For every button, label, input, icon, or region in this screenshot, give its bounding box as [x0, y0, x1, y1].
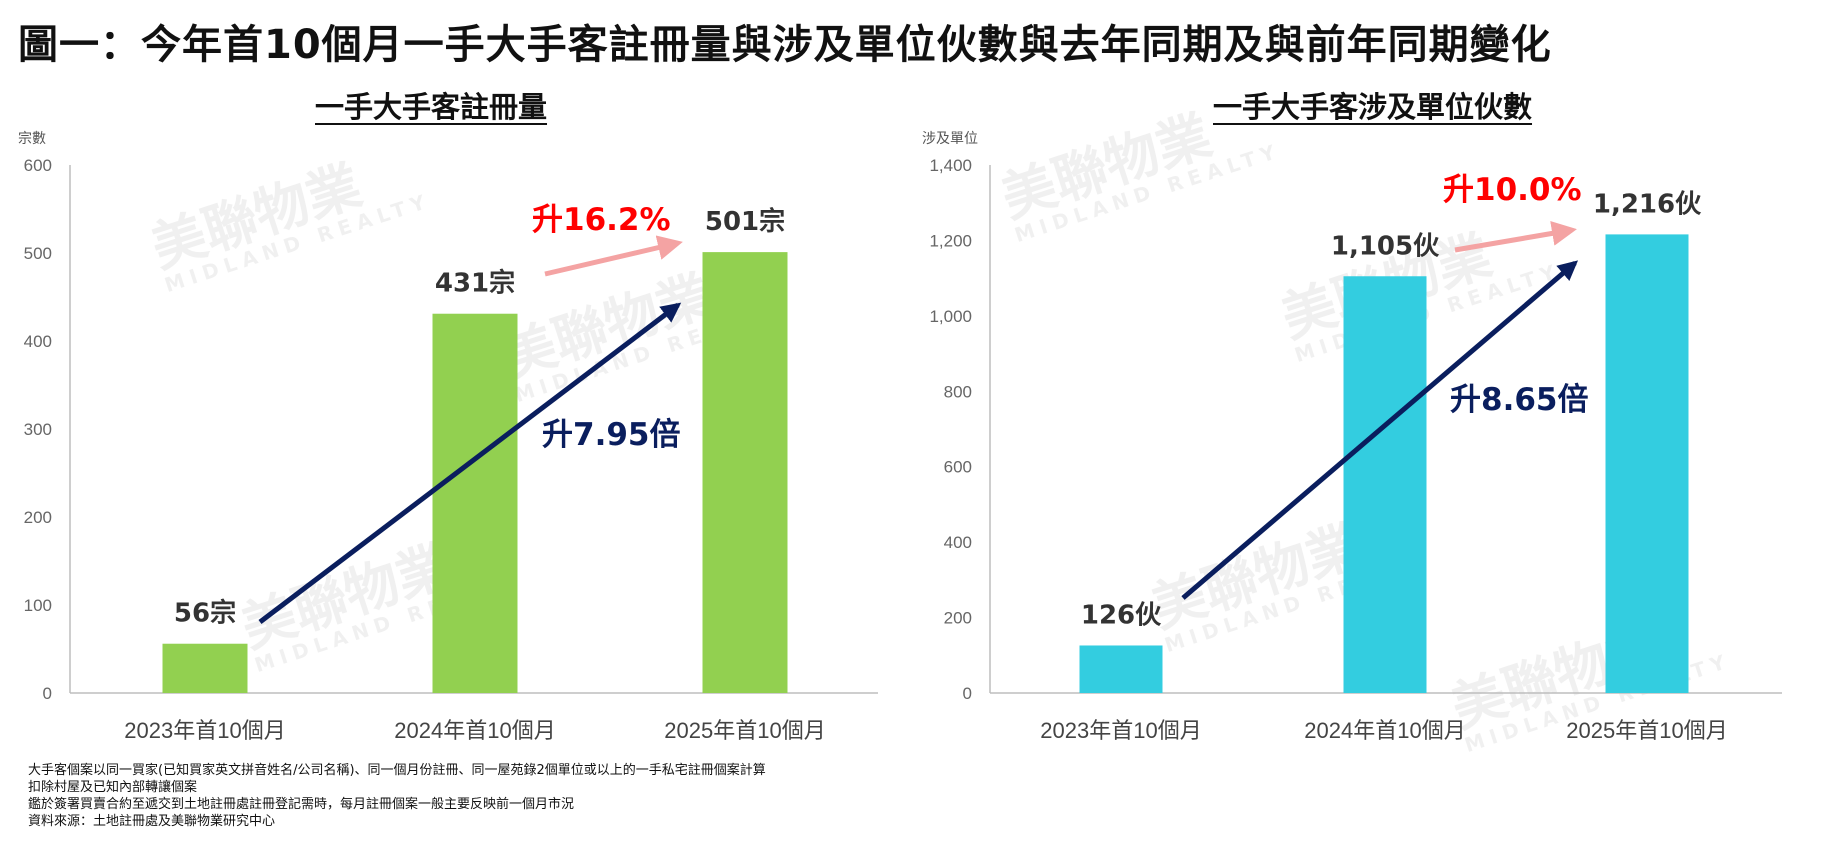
- y-tick-label: 400: [24, 332, 52, 351]
- y-tick-label: 1,000: [929, 307, 972, 326]
- data-label: 56宗: [174, 598, 236, 629]
- footnote-1: 大手客個案以同一買家(已知買家英文拼音姓名/公司名稱)、同一個月份註冊、同一屋苑…: [28, 763, 766, 778]
- data-label: 431宗: [435, 268, 515, 299]
- y-tick-label: 800: [944, 382, 972, 401]
- bar: [432, 313, 518, 693]
- x-tick-label: 2025年首10個月: [1566, 718, 1727, 743]
- data-label: 1,105伙: [1331, 231, 1440, 261]
- x-tick-label: 2023年首10個月: [1040, 718, 1201, 743]
- bar: [702, 252, 788, 693]
- yoy-arrow: [1454, 221, 1577, 253]
- data-label: 1,216伙: [1593, 189, 1702, 219]
- y-tick-label: 500: [24, 244, 52, 263]
- footnote-4: 資料來源：土地註冊處及美聯物業研究中心: [28, 814, 276, 829]
- y-tick-label: 1,400: [929, 156, 972, 175]
- yoy-arrow: [544, 235, 683, 277]
- page-title: 圖一：今年首10個月一手大手客註冊量與涉及單位伙數與去年同期及與前年同期變化: [18, 22, 1552, 68]
- y-tick-label: 0: [43, 684, 52, 703]
- data-label: 501宗: [705, 206, 785, 237]
- bar: [1343, 276, 1427, 693]
- long-term-growth-label: 升7.95倍: [542, 417, 681, 453]
- y-tick-label: 200: [944, 609, 972, 628]
- bar: [162, 643, 248, 693]
- x-tick-label: 2025年首10個月: [664, 718, 825, 743]
- chart-2: 0 200 400 600 800 1,000 1,200 1,400 2023年首10個月 12…: [929, 156, 1782, 743]
- y-tick-label: 300: [24, 420, 52, 439]
- chart-1-ylabel: 宗數: [18, 131, 46, 147]
- y-tick-label: 200: [24, 508, 52, 527]
- chart-1: 0 100 200 300 400 500 600 2023年首10個月 56宗 2024年首10…: [24, 156, 878, 743]
- y-tick-label: 600: [944, 458, 972, 477]
- long-term-arrow: [1181, 260, 1579, 600]
- footnote-3: 鑑於簽署買賣合約至遞交到土地註冊處註冊登記需時，每月註冊個案一般主要反映前一個月…: [28, 797, 575, 812]
- y-tick-label: 100: [24, 596, 52, 615]
- chart-2-title: 一手大手客涉及單位伙數: [1213, 90, 1533, 124]
- long-term-growth-label: 升8.65倍: [1450, 382, 1589, 418]
- y-tick-label: 400: [944, 533, 972, 552]
- footnotes: 大手客個案以同一買家(已知買家英文拼音姓名/公司名稱)、同一個月份註冊、同一屋苑…: [28, 762, 766, 830]
- x-tick-label: 2023年首10個月: [124, 718, 285, 743]
- chart-2-ylabel: 涉及單位: [922, 131, 978, 147]
- yoy-growth-label: 升10.0%: [1443, 172, 1582, 208]
- chart-1-title: 一手大手客註冊量: [315, 90, 548, 124]
- y-tick-label: 600: [24, 156, 52, 175]
- bar: [1079, 645, 1163, 693]
- bar: [1605, 234, 1689, 693]
- long-term-arrow: [258, 302, 682, 624]
- y-tick-label: 1,200: [929, 231, 972, 250]
- footnote-2: 扣除村屋及已知內部轉讓個案: [28, 780, 198, 795]
- x-tick-label: 2024年首10個月: [1304, 718, 1465, 743]
- x-tick-label: 2024年首10個月: [394, 718, 555, 743]
- y-tick-label: 0: [963, 684, 972, 703]
- yoy-growth-label: 升16.2%: [532, 202, 671, 238]
- data-label: 126伙: [1081, 600, 1162, 630]
